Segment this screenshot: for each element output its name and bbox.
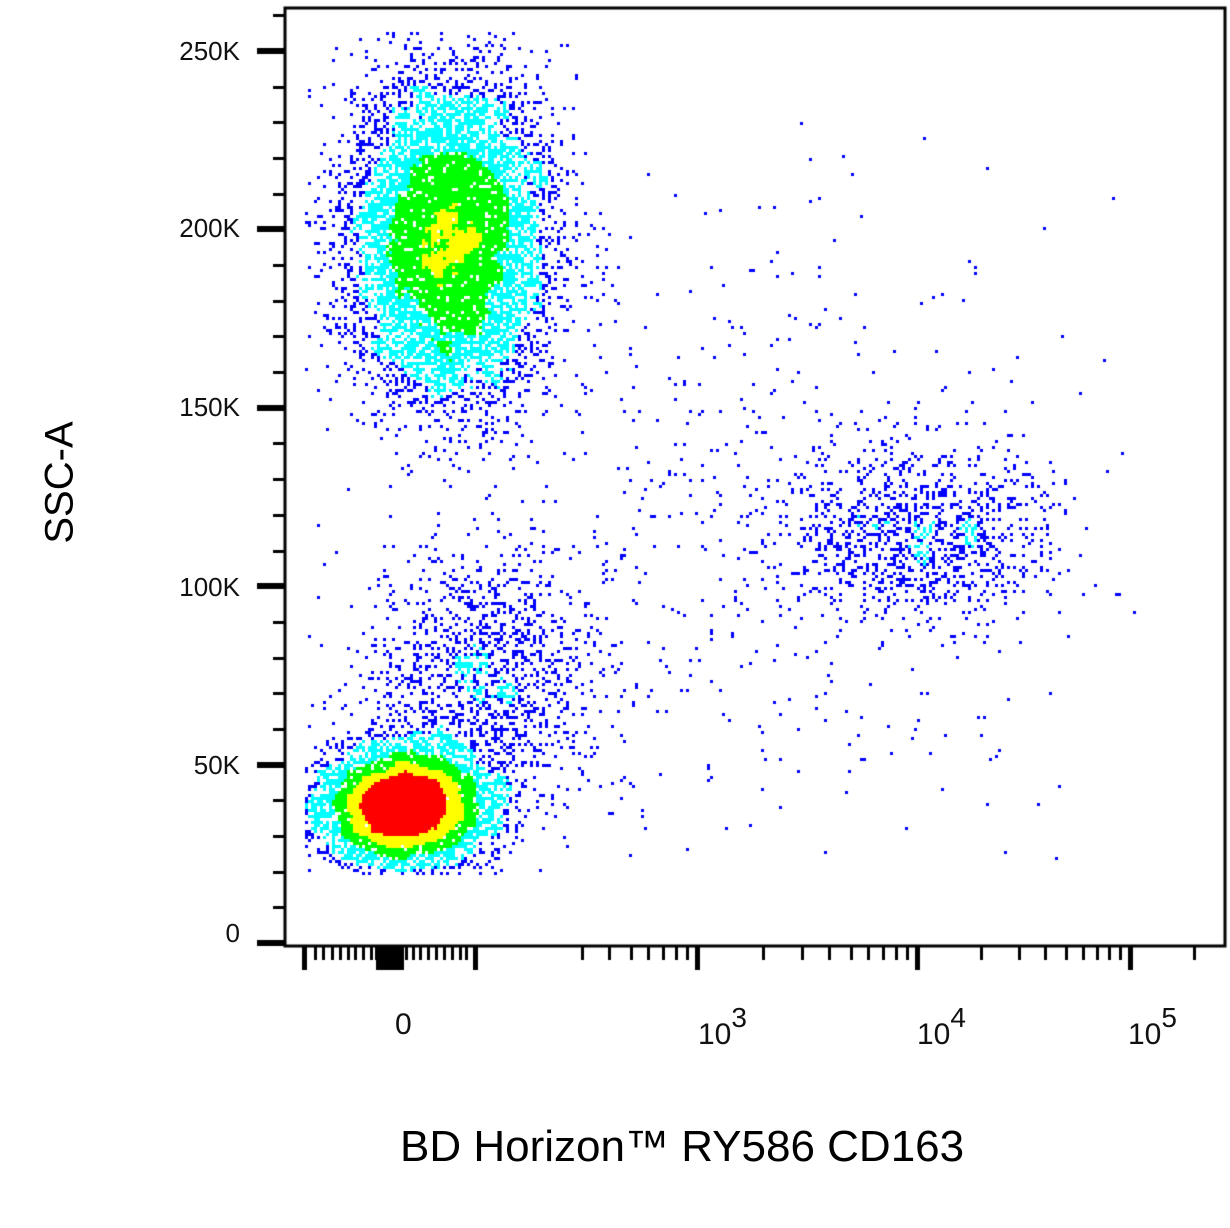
y-axis-title: SSC-A	[37, 421, 82, 544]
y-tick-label: 50K	[193, 750, 240, 780]
y-tick-label: 100K	[179, 572, 240, 602]
y-tick-label: 200K	[179, 213, 240, 243]
y-tick-label: 150K	[179, 392, 240, 422]
x-tick-base: 10	[1128, 1018, 1162, 1051]
x-tick-base: 0	[395, 1008, 412, 1041]
x-tick-exponent: 4	[950, 1002, 966, 1033]
x-tick-label-1e3: 103	[698, 1002, 747, 1052]
x-tick-label-zero: 0	[395, 1008, 412, 1042]
x-axis-title: BD Horizon™ RY586 CD163	[400, 1122, 965, 1171]
x-tick-label-1e4: 104	[917, 1002, 966, 1052]
y-tick-label: 0	[225, 918, 240, 948]
x-tick-exponent: 5	[1161, 1002, 1177, 1033]
x-tick-base: 10	[917, 1018, 951, 1051]
x-tick-label-1e5: 105	[1128, 1002, 1177, 1052]
x-tick-base: 10	[698, 1018, 732, 1051]
x-tick-exponent: 3	[731, 1002, 747, 1033]
y-tick-label: 250K	[179, 36, 240, 66]
